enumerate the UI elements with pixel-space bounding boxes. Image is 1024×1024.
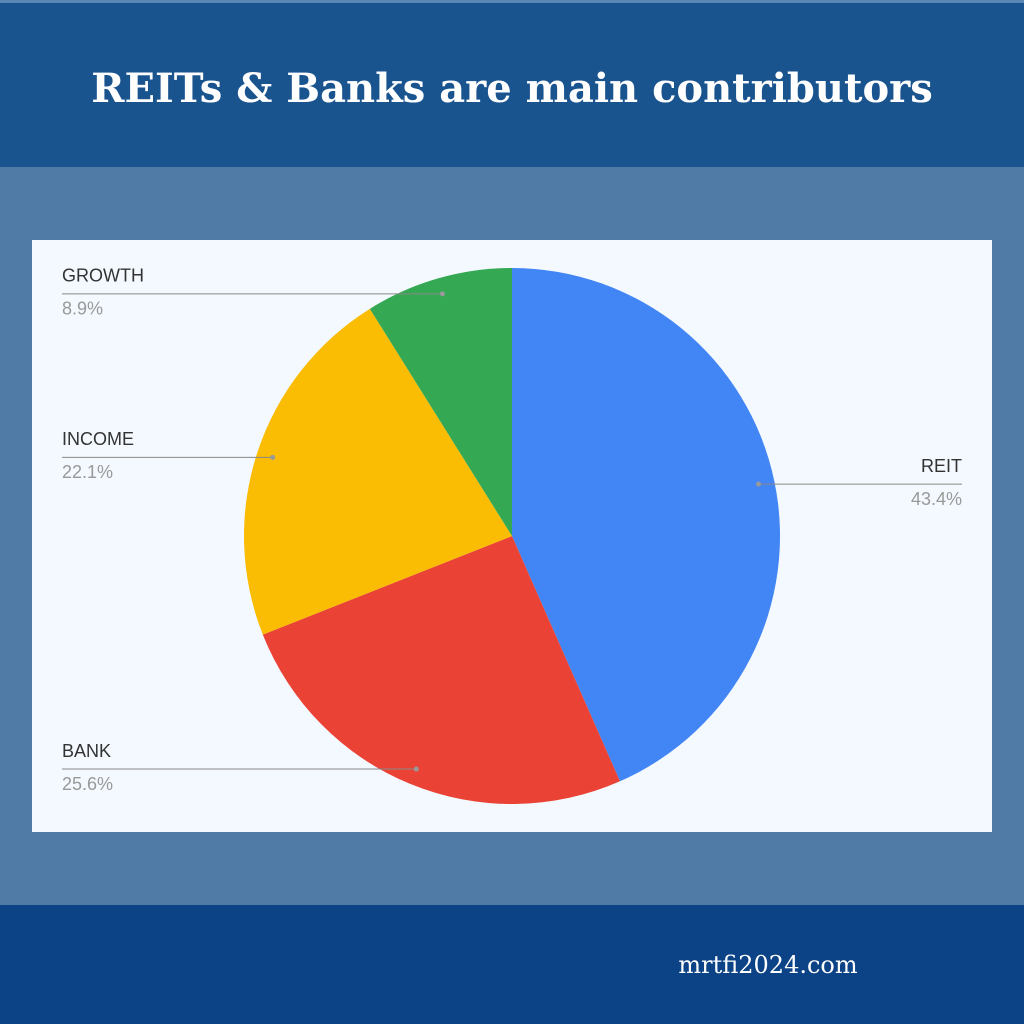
slice-label: REIT [921,456,962,476]
footer-band [0,905,1024,1024]
slice-label: INCOME [62,429,134,449]
header-band [0,0,1024,167]
slice-value-label: 8.9% [62,299,103,319]
slice-value-label: 25.6% [62,774,113,794]
top-edge [0,0,1024,3]
leader-dot [756,481,762,487]
chart-title: REITs & Banks are main contributors [91,65,932,112]
slice-label: BANK [62,741,111,761]
pie-slice [512,268,780,782]
pie-slice [369,268,512,536]
pie-slice [243,308,512,635]
slice-label: GROWTH [62,266,144,286]
leader-dot [413,766,419,772]
leader-dot [439,291,445,297]
footer-text: mrtfi2024.com [678,951,857,979]
slice-value-label: 22.1% [62,462,113,482]
pie-slice [262,536,620,804]
slice-value-label: 43.4% [911,489,962,509]
leader-dot [270,454,276,460]
